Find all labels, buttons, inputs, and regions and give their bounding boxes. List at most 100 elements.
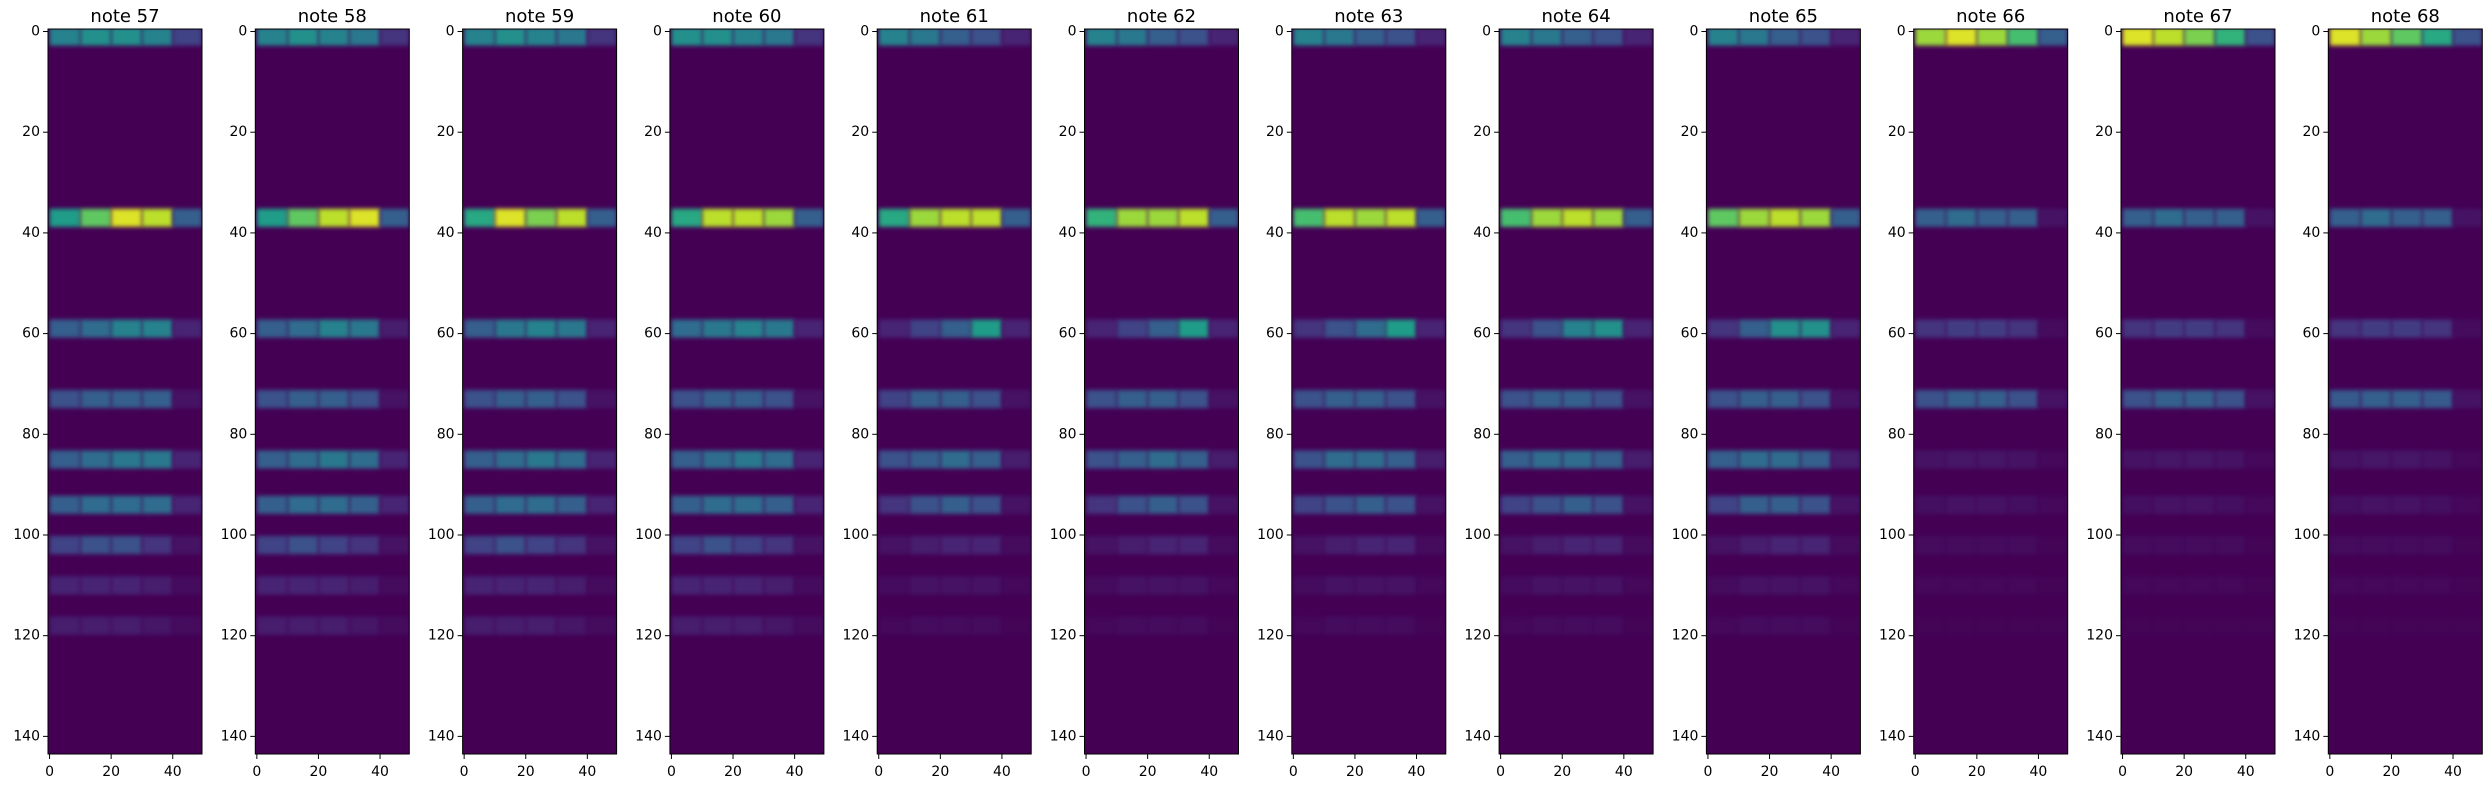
heatmap-cell <box>287 389 319 409</box>
heatmap-cell <box>1147 389 1179 409</box>
heatmap-cell <box>2245 389 2275 409</box>
heatmap-cell <box>1915 616 1947 635</box>
heatmap-cell <box>2184 495 2215 514</box>
heatmap-cell <box>940 616 972 635</box>
heatmap-cell <box>763 450 795 469</box>
heatmap-cell <box>733 576 764 595</box>
heatmap-cell <box>794 389 824 409</box>
heatmap-cell <box>1147 495 1179 514</box>
heatmap-cell <box>2391 389 2423 409</box>
heatmap-cell <box>763 208 795 227</box>
heatmap-cell <box>1209 389 1239 409</box>
heatmap-cell <box>1178 450 1210 469</box>
heatmap-cell <box>1946 450 1977 469</box>
y-tick-label: 0 <box>653 24 662 40</box>
heatmap-cell <box>172 535 202 555</box>
heatmap-cell <box>940 535 972 555</box>
heatmap-cell <box>1416 535 1446 555</box>
heatmap-cell <box>971 535 1002 555</box>
axes-frame <box>1705 28 1861 755</box>
heatmap-cell <box>1209 29 1239 46</box>
y-tick-label: 40 <box>437 225 455 241</box>
y-tick-label: 20 <box>22 124 40 140</box>
heatmap-cell <box>2038 576 2068 595</box>
heatmap-cell <box>2391 535 2423 555</box>
heatmap-cell <box>318 319 350 338</box>
heatmap-cell <box>2245 616 2275 635</box>
heatmap-cell <box>1593 208 1624 227</box>
heatmap-cell <box>2453 319 2483 338</box>
heatmap-cell <box>464 29 495 46</box>
y-tick-label: 60 <box>851 326 869 342</box>
heatmap-cell <box>2122 450 2154 469</box>
heatmap-cell <box>1562 495 1594 514</box>
heatmap-cell <box>587 319 617 338</box>
heatmap-cell <box>1800 616 1832 635</box>
heatmap-cell <box>909 535 941 555</box>
heatmap-cell <box>2007 535 2039 555</box>
heatmap-cell <box>141 495 173 514</box>
heatmap-cell <box>1738 450 1770 469</box>
heatmap-cell <box>1500 535 1532 555</box>
heatmap-cell <box>1116 389 1148 409</box>
x-tick-label: 40 <box>578 764 596 780</box>
heatmap-cell <box>287 319 319 338</box>
panel: note 67 0 20 40 60 80 100 120 140 0 20 40 <box>2086 6 2276 780</box>
heatmap-cell <box>1500 208 1532 227</box>
heatmap-cell <box>525 535 557 555</box>
heatmap-cell <box>1738 535 1770 555</box>
heatmap-cell <box>1147 576 1179 595</box>
axes-frame <box>1498 28 1654 755</box>
y-tick-label: 140 <box>2086 728 2113 744</box>
heatmap-cell <box>1500 450 1532 469</box>
heatmap-cell <box>794 535 824 555</box>
heatmap-cell <box>80 450 112 469</box>
heatmap-cell <box>349 576 381 595</box>
heatmap-cell <box>1800 29 1832 46</box>
heatmap-cell <box>1946 389 1977 409</box>
heatmap-cell <box>256 208 288 227</box>
heatmap-cell <box>1976 208 2008 227</box>
heatmap-cell <box>1800 495 1832 514</box>
heatmap-cell <box>763 319 795 338</box>
y-tick-label: 100 <box>842 527 869 543</box>
heatmap-cell <box>1831 616 1861 635</box>
heatmap-cell <box>1831 495 1861 514</box>
y-tick-label: 20 <box>1681 124 1699 140</box>
heatmap <box>671 29 824 635</box>
heatmap-cell <box>2453 208 2483 227</box>
x-tick-label: 0 <box>1289 764 1298 780</box>
x-tick-label: 20 <box>1761 764 1779 780</box>
heatmap-cell <box>702 495 734 514</box>
x-tick-label: 40 <box>2030 764 2048 780</box>
heatmap-cell <box>671 495 703 514</box>
heatmap-cell <box>2153 389 2185 409</box>
heatmap-cell <box>80 495 112 514</box>
heatmap-cell <box>1976 389 2008 409</box>
heatmap-cell <box>2153 495 2185 514</box>
heatmap-cell <box>80 576 112 595</box>
heatmap-cell <box>1354 576 1386 595</box>
heatmap-cell <box>1738 389 1770 409</box>
heatmap-cell <box>1769 495 1801 514</box>
heatmap-cell <box>1593 29 1624 46</box>
y-tick-label: 40 <box>1266 225 1284 241</box>
heatmap-cell <box>1562 319 1594 338</box>
heatmap-cell <box>1976 319 2008 338</box>
heatmap-cell <box>525 319 557 338</box>
axes-frame <box>47 28 203 755</box>
y-tick-label: 100 <box>13 527 40 543</box>
heatmap-cell <box>1178 319 1210 338</box>
y-tick-label: 120 <box>1672 628 1699 644</box>
heatmap-cell <box>494 495 526 514</box>
heatmap-cell <box>2360 29 2392 46</box>
heatmap-cell <box>1769 389 1801 409</box>
heatmap-cell <box>1623 389 1654 409</box>
heatmap-cell <box>940 495 972 514</box>
heatmap-cell <box>2360 616 2392 635</box>
heatmap-cell <box>940 29 972 46</box>
x-tick-label: 20 <box>2175 764 2193 780</box>
panel: note 58 0 20 40 60 80 100 120 140 0 20 40 <box>221 6 410 780</box>
heatmap-cell <box>141 616 173 635</box>
